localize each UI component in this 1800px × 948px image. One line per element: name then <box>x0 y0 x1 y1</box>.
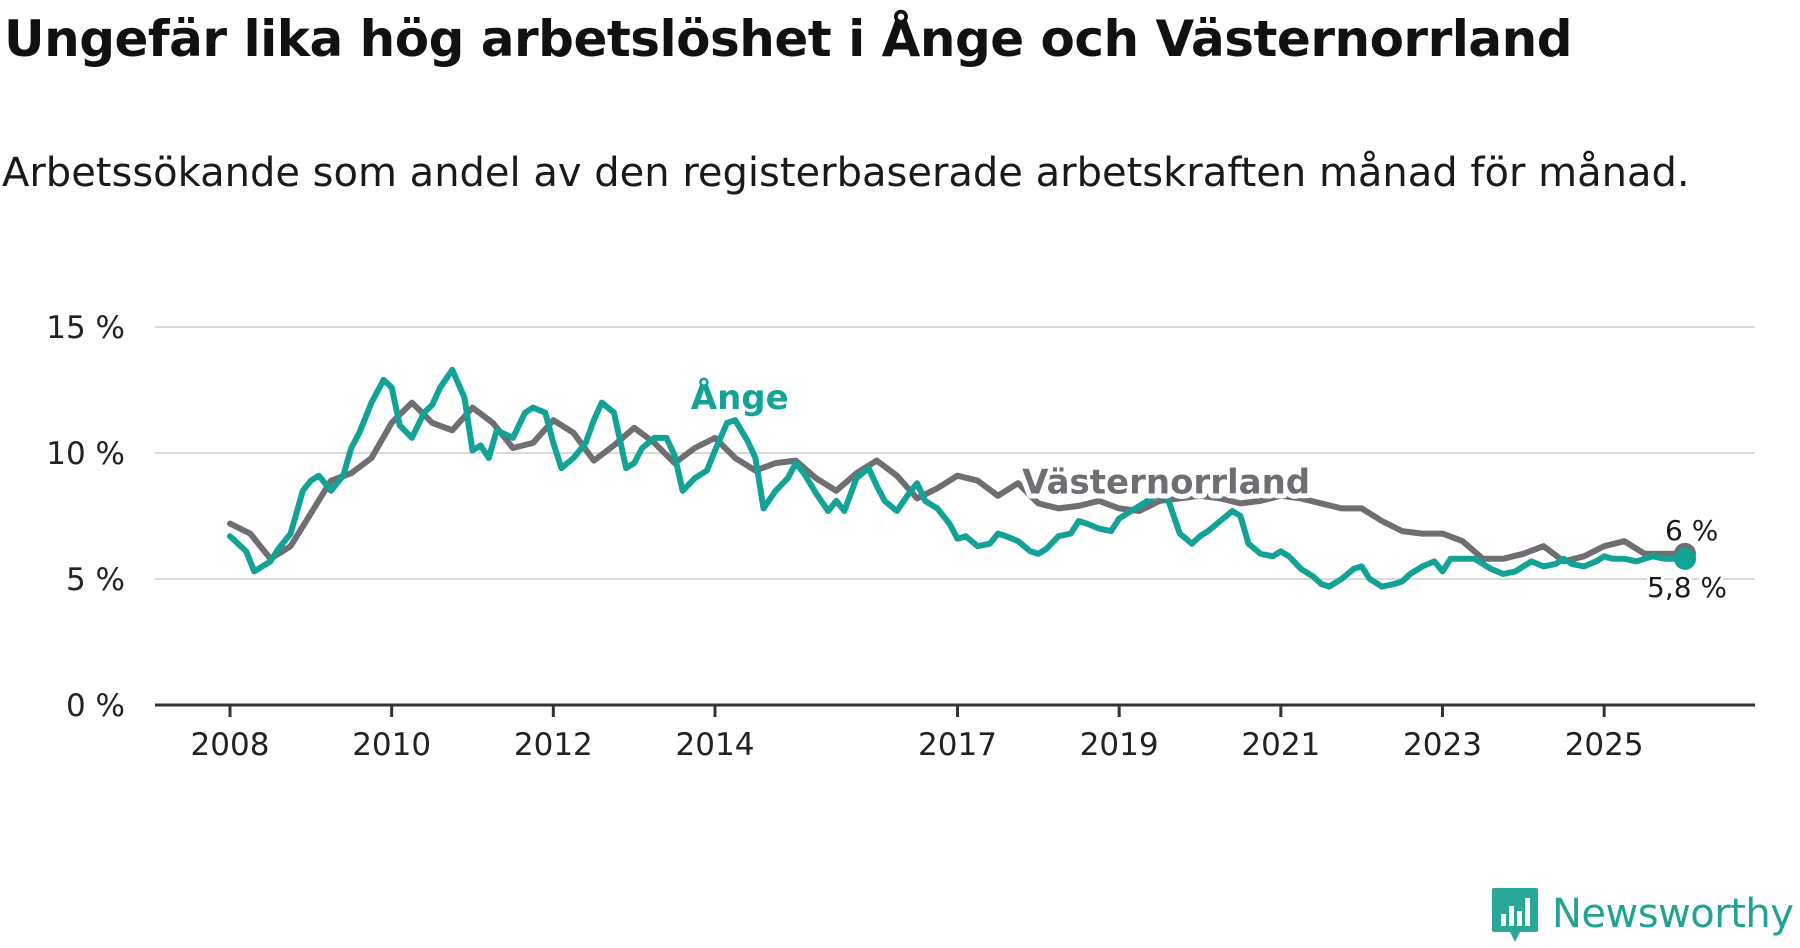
x-tick-label: 2017 <box>918 727 997 763</box>
x-tick-label: 2008 <box>191 727 270 763</box>
end-value-label-vasternorrland: 6 % <box>1665 514 1718 547</box>
y-tick-label: 5 % <box>66 562 125 598</box>
x-tick-label: 2019 <box>1080 727 1159 763</box>
newsworthy-brand[interactable]: Newsworthy <box>1490 884 1794 944</box>
newsworthy-logo-icon <box>1492 888 1538 942</box>
end-point-ange <box>1674 547 1696 570</box>
series-label-vasternorrland: Västernorrland <box>1022 462 1310 502</box>
x-tick-label: 2010 <box>352 727 431 763</box>
chart-subtitle: Arbetssökande som andel av den registerb… <box>2 150 1690 196</box>
series-line-vasternorrland <box>227 399 1688 565</box>
series-lines <box>227 366 1696 590</box>
x-axis-ticks: 2008 2010 2012 2014 2017 2019 2021 2023 2025 <box>191 705 1644 763</box>
y-tick-label: 15 % <box>46 310 125 346</box>
x-tick-label: 2025 <box>1565 727 1644 763</box>
x-tick-label: 2012 <box>514 727 593 763</box>
series-label-ange: Ånge <box>691 377 789 418</box>
series-labels: Ånge Västernorrland 6 % 5,8 % <box>686 372 1730 607</box>
y-tick-label: 0 % <box>66 688 125 724</box>
end-value-label-ange: 5,8 % <box>1647 571 1727 604</box>
y-tick-label: 10 % <box>46 436 125 472</box>
x-tick-label: 2023 <box>1403 727 1482 763</box>
y-axis-ticks: 0 % 5 % 10 % 15 % <box>46 310 125 724</box>
x-tick-label: 2021 <box>1241 727 1320 763</box>
chart-title: Ungefär lika hög arbetslöshet i Ånge och… <box>4 10 1573 68</box>
x-tick-label: 2014 <box>676 727 755 763</box>
series-line-ange <box>227 366 1688 590</box>
brand-name: Newsworthy <box>1552 891 1794 937</box>
grid-lines <box>155 326 1755 580</box>
